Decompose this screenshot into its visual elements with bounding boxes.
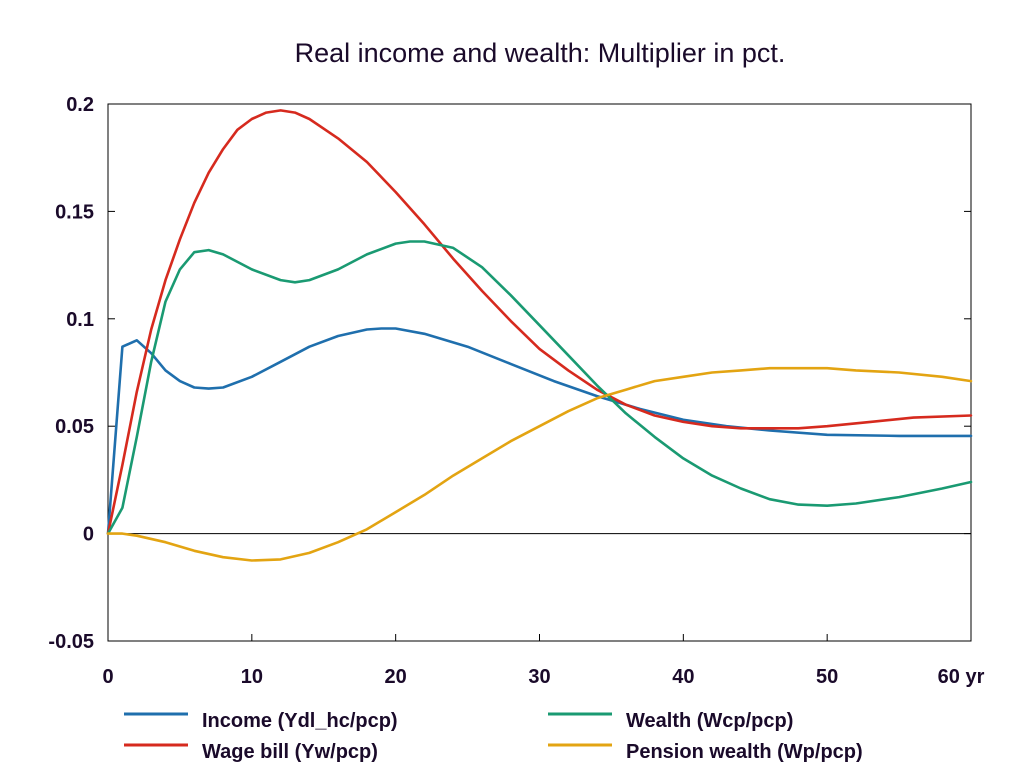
x-tick-label: 50 (816, 666, 838, 688)
axes: -0.05 0 0.05 0.1 0.15 0.2 0 10 20 30 40 50 60 yr (48, 94, 984, 688)
x-tick-label: 10 (241, 666, 263, 688)
series-line-3 (106, 240, 973, 535)
chart-title: Real income and wealth: Multiplier in pc… (295, 38, 786, 68)
y-tick-label: 0 (83, 524, 94, 546)
x-tick-label: 40 (672, 666, 694, 688)
series-line-1 (106, 327, 973, 535)
x-tick-label: 30 (528, 666, 550, 688)
y-tick-label: 0.15 (55, 201, 94, 223)
legend-label: Wealth (Wcp/pcp) (626, 710, 793, 732)
series-line-4 (106, 366, 973, 562)
x-tick-label: 20 (385, 666, 407, 688)
y-tick-label: 0.1 (66, 309, 94, 331)
y-tick-label: 0.05 (55, 416, 94, 438)
plot-frame (107, 103, 972, 642)
series-line-2 (106, 109, 973, 535)
x-tick-label: 60 yr (938, 666, 985, 688)
legend: Income (Ydl_hc/pcp) Wealth (Wcp/pcp) Wage … (124, 710, 863, 763)
legend-label: Wage bill (Yw/pcp) (202, 741, 378, 763)
y-tick-label: 0.2 (66, 94, 94, 116)
y-tick-label: -0.05 (48, 631, 94, 653)
series-lines (106, 109, 973, 562)
x-tick-label: 0 (102, 666, 113, 688)
legend-label: Pension wealth (Wp/pcp) (626, 741, 863, 763)
legend-label: Income (Ydl_hc/pcp) (202, 710, 398, 732)
